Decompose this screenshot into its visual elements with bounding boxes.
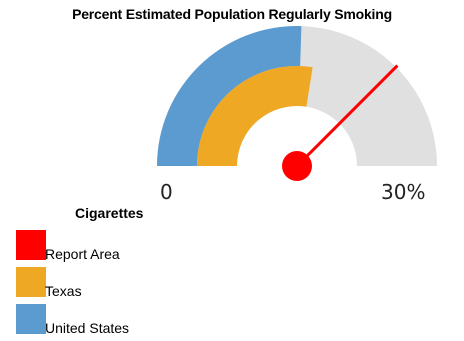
axis-max-label: 30%	[381, 180, 426, 204]
gauge-needle-report-area	[295, 64, 399, 168]
gauge-needle-hub	[282, 151, 312, 181]
gauge-band-united-states	[157, 26, 302, 166]
legend-swatch-report-area	[16, 230, 46, 260]
legend-label-report-area: Report Area	[45, 246, 120, 262]
chart-title: Percent Estimated Population Regularly S…	[72, 6, 392, 22]
legend-swatch-united-states	[16, 304, 46, 334]
legend-label-united-states: United States	[45, 320, 130, 336]
gauge-band-texas	[197, 65, 313, 166]
axis-min-label: 0	[160, 180, 173, 204]
legend-swatch-texas	[16, 267, 46, 297]
gauge-chart	[157, 26, 437, 181]
legend-title: Cigarettes	[75, 205, 144, 221]
legend-label-texas: Texas	[45, 283, 82, 299]
